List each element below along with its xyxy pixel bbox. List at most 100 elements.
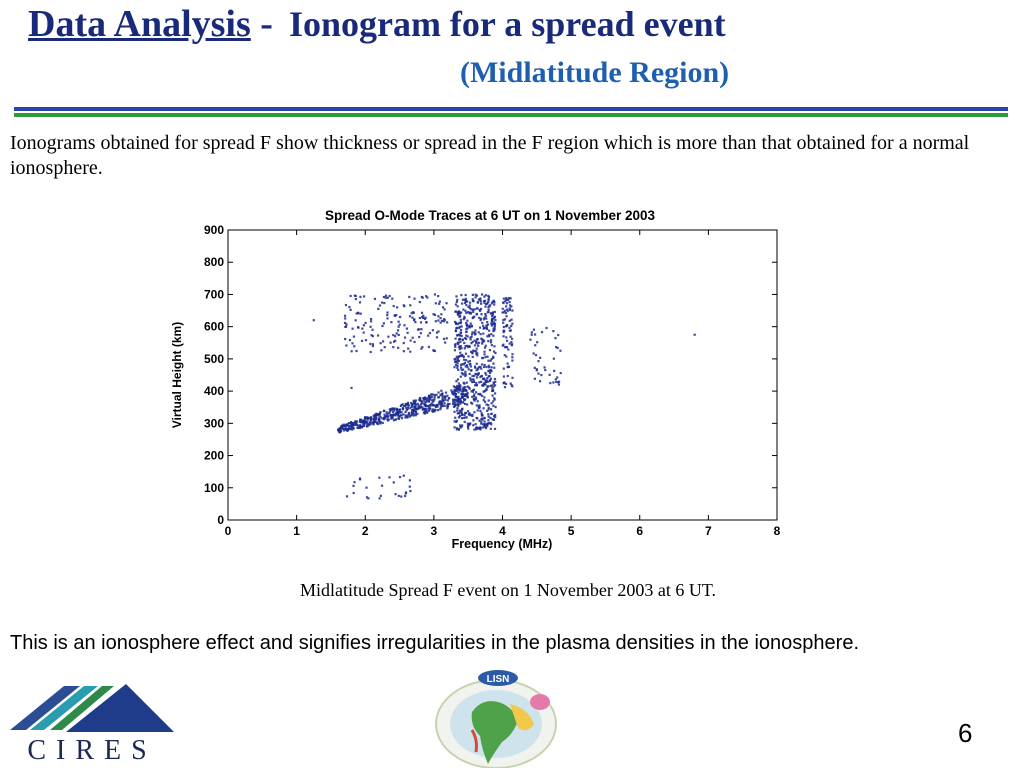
trace-point [373,413,376,416]
trace-point [467,360,470,363]
trace-point [487,419,490,422]
trace-point [460,293,463,297]
trace-point [361,420,364,423]
trace-point [471,378,474,381]
trace-point [468,360,472,363]
trace-point [485,327,489,331]
trace-point [352,421,356,425]
trace-point [411,410,414,414]
trace-point [343,321,347,325]
trace-point [468,372,471,376]
trace-point [464,374,467,378]
trace-point [374,420,377,423]
x-tick-label: 5 [568,524,575,538]
trace-point [419,399,423,402]
trace-point [409,304,412,307]
trace-point [412,414,415,417]
trace-point [465,321,468,325]
trace-point [479,309,482,312]
trace-point [458,347,461,351]
trace-point [508,301,511,304]
trace-point [478,366,481,369]
trace-point [508,308,512,312]
trace-point [492,418,496,421]
trace-point [478,419,481,422]
trace-point [379,416,382,419]
trace-point [361,327,364,330]
trace-point [488,374,491,378]
trace-point [471,381,474,384]
trace-point [459,351,462,354]
trace-point [417,406,420,409]
trace-point [484,380,487,383]
trace-point [491,387,494,390]
trace-point [475,352,478,355]
trace-point [463,402,467,406]
trace-point [502,311,505,314]
trace-point [443,308,446,311]
trace-point [454,337,457,340]
trace-point [511,322,514,325]
trace-point [467,424,470,427]
trace-point [438,403,441,406]
trace-point [469,322,472,325]
trace-point [457,398,460,402]
trace-point [439,403,443,406]
trace-point [446,405,449,408]
trace-point [460,363,463,366]
trace-point [491,313,495,316]
trace-point [416,402,419,405]
trace-point [418,316,421,320]
trace-point [433,293,437,296]
trace-point [491,388,494,392]
trace-point [420,311,424,314]
trace-point [345,323,348,326]
trace-point [507,298,510,301]
trace-point [468,363,471,366]
trace-point [453,392,456,395]
trace-point [464,352,468,355]
trace-point [475,382,478,385]
trace-point [465,416,468,419]
trace-point [351,422,354,425]
trace-point [504,300,507,303]
trace-point [471,352,474,355]
trace-point [414,410,418,413]
trace-point [386,317,389,320]
trace-point [407,413,410,416]
trace-point [479,333,482,336]
trace-point [477,298,480,301]
trace-point [342,423,345,426]
trace-point [494,413,497,417]
trace-point [392,409,396,412]
trace-point [469,338,472,341]
trace-point [441,392,444,395]
trace-point [365,421,368,424]
trace-point [379,422,382,425]
trace-point [398,323,401,326]
title-main: Data Analysis [28,3,251,45]
trace-point [428,409,431,412]
trace-point [511,309,514,312]
trace-point [479,307,483,310]
trace-point [364,339,368,342]
trace-point [451,398,455,401]
trace-point [493,345,496,348]
trace-point [459,321,463,324]
trace-point [427,334,430,337]
trace-point [422,399,425,402]
trace-point [411,316,414,319]
trace-point [411,413,414,416]
trace-point [426,296,429,299]
trace-point [456,409,459,412]
trace-point [505,315,508,318]
trace-point [532,328,536,331]
trace-point [413,297,416,300]
trace-point [554,336,557,340]
trace-point [446,394,449,397]
trace-point [363,416,367,419]
trace-point [408,295,411,299]
trace-point [353,345,356,348]
trace-point [353,423,356,427]
trace-point [354,420,357,423]
